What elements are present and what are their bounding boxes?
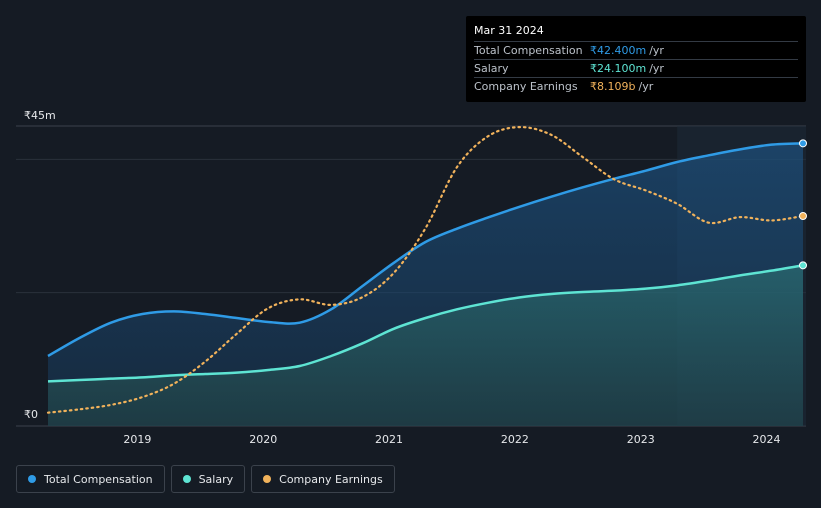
tooltip-unit: /yr xyxy=(649,62,664,75)
legend-label: Total Compensation xyxy=(44,472,153,486)
tooltip-label: Salary xyxy=(474,62,509,75)
salary-end-dot xyxy=(799,261,807,270)
company-earnings-end-dot xyxy=(799,212,807,220)
x-tick-label: 2022 xyxy=(501,433,529,446)
x-tick-label: 2024 xyxy=(753,433,781,446)
x-tick-label: 2021 xyxy=(375,433,403,446)
legend-dot-icon xyxy=(182,475,191,483)
salary-area xyxy=(48,265,803,426)
legend: Total Compensation Salary Company Earnin… xyxy=(16,465,401,493)
x-tick-label: 2019 xyxy=(123,433,151,446)
tooltip-row-salary: Salary ₹24.100m /yr xyxy=(474,59,798,77)
legend-dot-icon xyxy=(263,475,272,483)
tooltip-date: Mar 31 2024 xyxy=(474,24,544,37)
y-tick-label-zero: ₹0 xyxy=(24,408,38,421)
tooltip-unit: /yr xyxy=(649,44,664,57)
legend-item-company-earnings[interactable]: Company Earnings xyxy=(251,465,395,493)
legend-label: Company Earnings xyxy=(279,472,383,486)
legend-item-total-compensation[interactable]: Total Compensation xyxy=(16,465,165,493)
total-compensation-end-dot xyxy=(799,139,807,148)
tooltip-label: Total Compensation xyxy=(474,44,583,57)
tooltip-value: ₹8.109b xyxy=(590,80,636,93)
tooltip-label: Company Earnings xyxy=(474,80,578,93)
tooltip-value: ₹42.400m xyxy=(590,44,647,57)
y-tick-label-max: ₹45m xyxy=(24,109,56,122)
x-tick-label: 2023 xyxy=(627,433,655,446)
x-tick-label: 2020 xyxy=(249,433,277,446)
tooltip-unit: /yr xyxy=(638,80,654,93)
legend-item-salary[interactable]: Salary xyxy=(170,465,246,493)
tooltip-row-total-compensation: Total Compensation ₹42.400m /yr xyxy=(474,41,798,59)
legend-dot-icon xyxy=(28,475,36,483)
tooltip-row-company-earnings: Company Earnings ₹8.109b /yr xyxy=(474,77,798,95)
tooltip: Mar 31 2024 Total Compensation ₹42.400m … xyxy=(466,16,806,102)
legend-label: Salary xyxy=(198,472,234,486)
salary-line xyxy=(47,264,804,383)
tooltip-value: ₹24.100m xyxy=(590,62,647,75)
total-compensation-line xyxy=(47,142,804,358)
